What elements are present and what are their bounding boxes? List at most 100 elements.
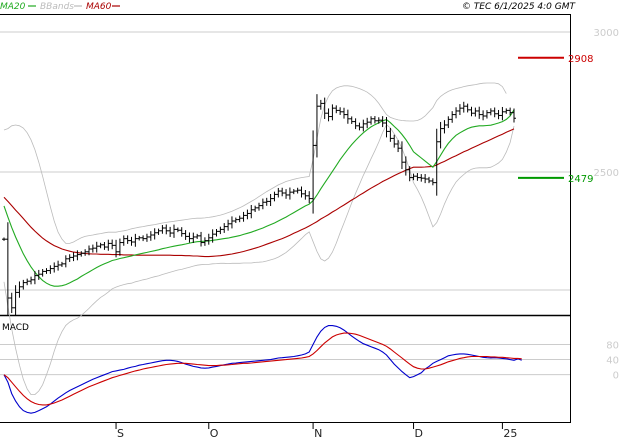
ohlc-bar <box>473 107 478 117</box>
ohlc-bar <box>484 110 489 119</box>
x-tick-label: 25 <box>503 427 517 440</box>
ohlc-bar <box>187 232 192 243</box>
ohlc-bar <box>210 229 215 243</box>
x-tick-label: O <box>210 427 219 440</box>
ohlc-bar <box>249 204 254 219</box>
ohlc-bar <box>434 128 439 196</box>
ohlc-bar <box>110 239 115 250</box>
ohlc-bar <box>160 225 165 234</box>
ohlc-bar <box>114 239 119 258</box>
ohlc-bar <box>291 189 296 195</box>
ohlc-bar <box>229 216 234 229</box>
ohlc-bar <box>427 176 431 184</box>
ohlc-bar <box>222 223 227 233</box>
ohlc-bar <box>148 231 153 241</box>
marker-label: 2479 <box>568 174 593 185</box>
ohlc-bar <box>29 276 34 285</box>
ohlc-bar <box>442 120 447 134</box>
ohlc-bar <box>287 187 292 200</box>
ohlc-bar <box>430 178 435 186</box>
ohlc-bar <box>202 237 207 246</box>
ohlc-bars <box>2 94 516 316</box>
ohlc-bar <box>512 108 516 123</box>
ohlc-bar <box>334 105 339 114</box>
ohlc-bar <box>63 255 68 268</box>
macd-line <box>3 325 522 414</box>
x-tick-label: N <box>314 427 322 440</box>
ohlc-bar <box>102 242 107 250</box>
ohlc-bar <box>322 97 327 120</box>
ohlc-bar <box>299 186 304 198</box>
signal-line <box>3 332 522 406</box>
ohlc-bar <box>133 233 138 247</box>
ohlc-bar <box>2 237 6 241</box>
ohlc-bar <box>284 189 289 199</box>
ohlc-bar <box>365 117 370 129</box>
macd-tick-label: 40 <box>606 356 619 367</box>
ohlc-bar <box>372 116 377 124</box>
ohlc-bar <box>411 173 416 181</box>
price-gridlines <box>0 31 570 291</box>
ohlc-bar <box>13 285 18 316</box>
ohlc-bar <box>21 279 26 290</box>
ohlc-bar <box>117 238 122 256</box>
ohlc-bar <box>156 228 161 235</box>
ohlc-bar <box>388 127 393 142</box>
ohlc-bar <box>56 260 61 271</box>
ohlc-bar <box>345 109 350 124</box>
ohlc-bar <box>152 228 157 240</box>
ohlc-bar <box>206 233 211 245</box>
ohlc-bar <box>52 262 57 273</box>
macd-series-lines <box>3 325 522 414</box>
ohlc-bar <box>450 111 455 123</box>
ohlc-bar <box>380 116 385 128</box>
ohlc-bar <box>318 99 323 110</box>
ohlc-bar <box>415 173 420 181</box>
ohlc-bar <box>392 134 397 148</box>
ohlc-bar <box>87 245 91 256</box>
ohlc-bar <box>446 116 451 129</box>
x-tick-label: D <box>415 427 423 440</box>
ohlc-bar <box>195 233 200 239</box>
ohlc-bar <box>326 108 331 122</box>
ohlc-bar <box>407 166 412 182</box>
ohlc-bar <box>94 241 99 253</box>
ohlc-bar <box>438 121 443 149</box>
ohlc-bar <box>477 106 482 119</box>
ohlc-bar <box>268 193 273 207</box>
ohlc-bar <box>129 236 134 246</box>
ohlc-bar <box>260 198 265 210</box>
ohlc-bar <box>83 249 88 256</box>
ohlc-bar <box>384 116 389 138</box>
ohlc-bar <box>59 261 64 267</box>
price-tick-label: 2500 <box>594 168 619 179</box>
ohlc-bar <box>403 156 408 176</box>
ohlc-bar <box>357 122 362 131</box>
ohlc-bar <box>90 244 95 253</box>
ohlc-bar <box>314 94 319 158</box>
ohlc-bar <box>399 141 404 170</box>
x-tick-label: S <box>117 427 124 440</box>
ohlc-bar <box>253 205 258 212</box>
ohlc-bar <box>191 232 196 243</box>
ohlc-bar <box>25 278 30 286</box>
ohlc-bar <box>396 140 401 153</box>
ohlc-bar <box>168 226 173 237</box>
ohlc-bar <box>17 281 22 298</box>
ohlc-bar <box>457 104 462 116</box>
ohlc-bar <box>48 265 53 274</box>
ohlc-bar <box>454 107 459 119</box>
ohlc-bar <box>141 235 146 242</box>
bband-lower-line <box>3 124 515 395</box>
ohlc-bar <box>9 292 14 314</box>
ohlc-bar <box>488 108 493 116</box>
ohlc-bar <box>349 116 354 124</box>
price-y-axis: 3000 2500 <box>594 28 619 179</box>
ohlc-bar <box>496 109 501 120</box>
ohlc-bar <box>175 227 180 233</box>
ohlc-bar <box>245 209 250 220</box>
legend-bbands-label: BBands <box>40 2 74 12</box>
ohlc-bar <box>144 233 149 242</box>
